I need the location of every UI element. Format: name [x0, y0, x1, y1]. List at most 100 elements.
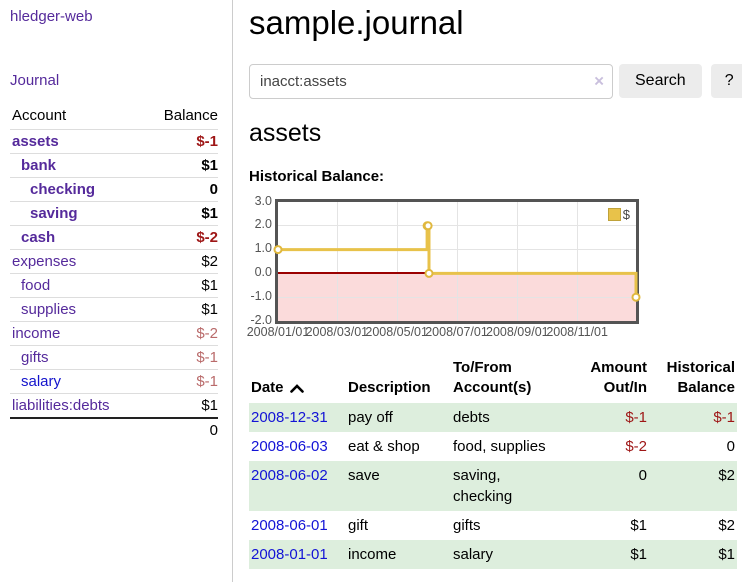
account-balance: $-1 [142, 129, 218, 154]
amount-cell: $1 [630, 517, 647, 535]
accounts-header-row: Account Balance [10, 104, 218, 130]
vertical-gridline [396, 201, 398, 321]
x-axis-label: 2008/11/01 [546, 324, 608, 339]
data-point-marker[interactable] [273, 244, 283, 254]
account-link[interactable]: cash [21, 229, 56, 246]
search-input[interactable] [249, 63, 613, 99]
transaction-row: 2008-06-02 save saving, checking 0 $2 [249, 461, 737, 512]
x-axis-label: 2008/05/01 [365, 324, 428, 339]
x-axis-label: 2008/03/01 [305, 324, 369, 339]
vertical-gridline [517, 201, 519, 321]
account-link[interactable]: gifts [21, 349, 49, 366]
description-cell: pay off [348, 409, 393, 427]
y-axis-label: 1.0 [254, 241, 272, 256]
data-point-marker[interactable] [424, 268, 434, 278]
account-link[interactable]: supplies [21, 301, 77, 318]
y-axis-label: 2.0 [254, 217, 272, 232]
account-balance: $2 [142, 249, 218, 274]
y-axis-label: 3.0 [254, 193, 272, 208]
date-cell: 2008-06-01 [249, 511, 346, 540]
account-balance: $1 [142, 393, 218, 418]
legend-label: $ [622, 206, 630, 222]
search-button[interactable]: Search [619, 64, 702, 99]
date-cell: 2008-12-31 [249, 403, 346, 432]
account-link[interactable]: saving [30, 205, 78, 222]
app-title-link[interactable]: hledger-web [10, 8, 93, 25]
account-link[interactable]: bank [21, 157, 57, 174]
account-heading: assets [249, 118, 322, 147]
data-point-marker[interactable] [631, 292, 641, 302]
account-link[interactable]: income [12, 325, 61, 342]
main-pane: sample.journal × Search ? assets Histori… [233, 0, 742, 582]
account-link[interactable]: liabilities:debts [12, 397, 110, 414]
accounts-table: Account Balance assets $-1 bank $1 checking 0… [10, 104, 218, 442]
date-link[interactable]: 2008-01-01 [251, 546, 328, 564]
account-row: cash $-2 [10, 225, 218, 250]
accounts-cell: gifts [453, 517, 481, 535]
accounts-cell: salary [453, 546, 494, 564]
transaction-row: 2008-01-01 income salary $1 $1 [249, 540, 737, 570]
account-row: bank $1 [10, 153, 218, 178]
description-cell: income [348, 546, 397, 564]
transaction-row: 2008-12-31 pay off debts $-1 $-1 [249, 403, 737, 433]
account-link[interactable]: checking [30, 181, 96, 198]
account-balance: $1 [142, 297, 218, 322]
balance-cell: 0 [726, 438, 735, 456]
balance-column-header-register: Historical Balance [666, 358, 735, 396]
accounts-total-row: 0 [10, 417, 218, 442]
vertical-gridline [336, 201, 338, 321]
balance-cell: $-1 [713, 409, 735, 427]
account-balance: $1 [142, 153, 218, 178]
account-row: salary $-1 [10, 369, 218, 394]
account-link[interactable]: salary [21, 373, 62, 390]
balance-cell: $2 [718, 467, 735, 485]
accounts-cell: debts [453, 409, 490, 427]
amount-cell: $-1 [625, 409, 647, 427]
balance-column-header: Balance [163, 107, 218, 124]
amount-column-header: Amount Out/In [590, 358, 647, 396]
search-bar: × Search ? [249, 63, 742, 99]
total-balance: 0 [142, 417, 218, 442]
clear-search-icon[interactable]: × [594, 71, 604, 91]
account-balance: $-1 [142, 345, 218, 370]
plot-area[interactable]: $ [273, 198, 641, 324]
amount-cell: 0 [638, 467, 647, 485]
date-link[interactable]: 2008-06-03 [251, 438, 328, 456]
description-column-header: Description [348, 378, 431, 396]
account-row: income $-2 [10, 321, 218, 346]
register-table: Date Description To/From Account(s) Amou… [249, 356, 737, 570]
balance-cell: $1 [718, 546, 735, 564]
help-button[interactable]: ? [710, 64, 742, 99]
account-row: expenses $2 [10, 249, 218, 274]
sidebar-item-journal[interactable]: Journal [10, 72, 60, 89]
description-cell: eat & shop [348, 438, 420, 456]
legend-swatch-icon [607, 207, 621, 221]
account-balance: $-2 [142, 321, 218, 346]
y-axis-label: 0.0 [254, 265, 272, 280]
date-cell: 2008-06-03 [249, 432, 346, 461]
account-balance: $-2 [142, 225, 218, 250]
date-cell: 2008-01-01 [249, 540, 346, 569]
date-link[interactable]: 2008-06-01 [251, 517, 328, 535]
account-link[interactable]: food [21, 277, 51, 294]
page-title: sample.journal [249, 4, 464, 41]
sort-ascending-icon [289, 379, 304, 399]
date-link[interactable]: 2008-06-02 [251, 467, 328, 485]
account-column-header: Account [12, 107, 67, 124]
date-cell: 2008-06-02 [249, 461, 346, 511]
balance-line [273, 220, 641, 302]
balance-cell: $2 [718, 517, 735, 535]
description-cell: gift [348, 517, 369, 535]
accounts-column-header: To/From Account(s) [453, 358, 532, 396]
amount-cell: $-2 [625, 438, 647, 456]
account-link[interactable]: expenses [12, 253, 77, 270]
account-link[interactable]: assets [12, 133, 59, 150]
date-link[interactable]: 2008-12-31 [251, 409, 328, 427]
vertical-gridline [577, 201, 579, 321]
data-point-marker[interactable] [423, 220, 433, 230]
register-header-row: Date Description To/From Account(s) Amou… [249, 356, 737, 404]
balance-chart: 3.0 2.0 1.0 0.0 -1.0 -2.0 $ 2008/01/01 2008/03… [247, 193, 649, 342]
vertical-gridline [456, 201, 458, 321]
account-row: saving $1 [10, 201, 218, 226]
